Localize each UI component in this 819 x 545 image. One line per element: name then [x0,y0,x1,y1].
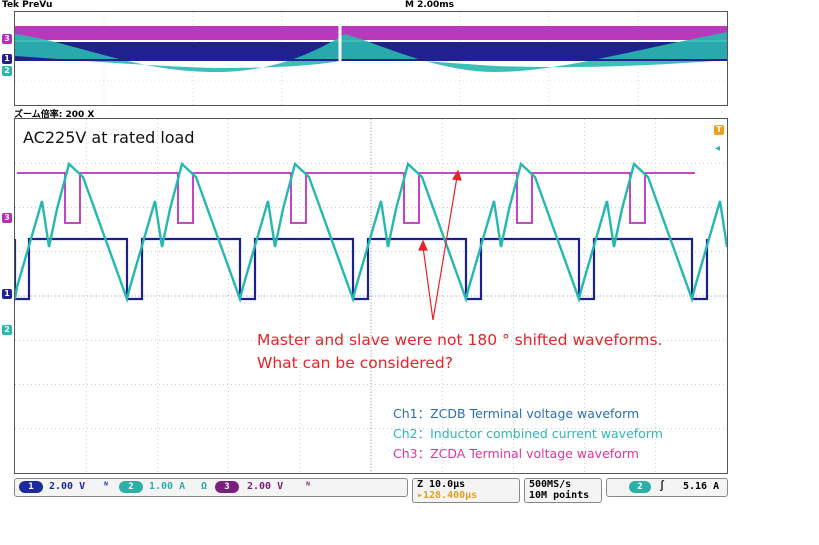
ch2-impedance-icon: Ω [201,481,208,492]
zoom-position[interactable]: ▸128.400μs [417,490,478,501]
legend-ch2: Ch2：Inductor combined current waveform [393,426,663,441]
channel-settings-box[interactable]: 1 2.00 V ᴺ 2 1.00 A Ω 3 2.00 V ᴺ [14,478,408,497]
ch1-waveform [15,237,709,301]
scope-brand: Tek PreVu [2,0,53,10]
condition-label: AC225V at rated load [23,128,195,147]
ch3-scale[interactable]: 2.00 V [247,481,284,492]
overview-ch1-marker: 1 [2,54,12,64]
main-scope-panel: 3 1 2 T ◂ AC225V at rated load Master an… [2,118,728,474]
zoom-timebase-box[interactable]: Z 10.0μs ▸128.400μs [412,478,520,503]
acquisition-box[interactable]: 500MS/s 10M points [524,478,602,503]
trigger-channel-badge[interactable]: 2 [629,481,651,493]
overview-panel: 3 1 2 [2,11,728,106]
legend-ch1: Ch1：ZCDB Terminal voltage waveform [393,406,640,421]
top-timebase: M 2.00ms [405,0,455,10]
trigger-marker: T [714,125,724,135]
trigger-level-arrow-icon: ◂ [715,143,721,154]
ch3-bw-icon: ᴺ [305,481,312,492]
ch1-bw-icon: ᴺ [103,481,110,492]
overview-waveforms [15,12,727,105]
ch2-badge[interactable]: 2 [119,481,143,493]
record-length[interactable]: 10M points [529,490,590,501]
main-ch1-marker: 1 [2,289,12,299]
main-ch2-marker: 2 [2,325,12,335]
ch1-badge[interactable]: 1 [19,481,43,493]
overview-ch3-marker: 3 [2,34,12,44]
zoom-factor-label: ズーム倍率: 200 X [14,110,95,120]
ch2-scale[interactable]: 1.00 A [149,481,186,492]
trigger-box[interactable]: 2 ∫ 5.16 A [606,478,728,497]
ch3-badge[interactable]: 3 [215,481,239,493]
ch1-scale[interactable]: 2.00 V [49,481,86,492]
trigger-level[interactable]: 5.16 A [683,481,720,492]
main-waveforms [15,119,727,473]
annotation-line-2: What can be considered? [257,354,453,372]
annotation-arrows [418,169,462,321]
overview-teal-envelope [15,32,727,72]
sample-rate[interactable]: 500MS/s [529,479,572,490]
main-ch3-marker: 3 [2,213,12,223]
annotation-line-1: Master and slave were not 180 ° shifted … [257,331,663,349]
zoom-time-per-div[interactable]: Z 10.0μs [417,479,466,490]
legend-ch3: Ch3：ZCDA Terminal voltage waveform [393,446,639,461]
overview-ch2-marker: 2 [2,66,12,76]
ch2-waveform [15,161,727,304]
ch3-waveform [17,172,695,224]
trigger-slope-icon: ∫ [659,481,666,492]
